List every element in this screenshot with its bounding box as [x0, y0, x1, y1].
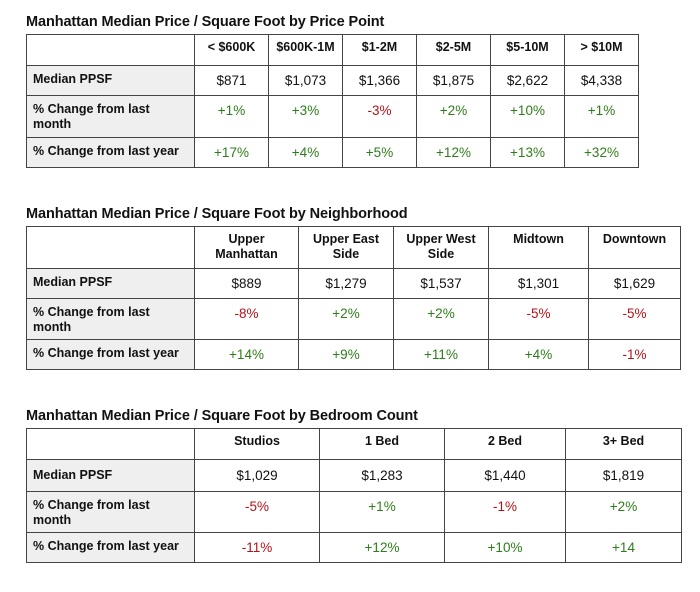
column-header: 1 Bed [319, 428, 445, 460]
table-cell: +32% [564, 137, 639, 168]
column-header: Upper West Side [393, 226, 489, 269]
table-cell: +1% [194, 95, 269, 138]
table-cell: +4% [268, 137, 343, 168]
table-cell: $1,366 [342, 65, 417, 96]
table-row: % Change from last month -8% +2% +2% -5%… [26, 298, 681, 340]
table-cell: +5% [342, 137, 417, 168]
column-header: 2 Bed [444, 428, 566, 460]
table-cell: $1,301 [488, 268, 589, 299]
column-header: Upper Manhattan [194, 226, 299, 269]
table-row: Median PPSF $871 $1,073 $1,366 $1,875 $2… [26, 65, 639, 96]
section-title: Manhattan Median Price / Square Foot by … [26, 408, 418, 424]
row-label: % Change from last year [26, 339, 195, 370]
table-cell: -1% [588, 339, 681, 370]
table-row: Median PPSF $889 $1,279 $1,537 $1,301 $1… [26, 268, 681, 299]
section-title: Manhattan Median Price / Square Foot by … [26, 206, 408, 222]
row-label: % Change from last year [26, 137, 195, 168]
table-cell: +10% [490, 95, 565, 138]
table-cell: +9% [298, 339, 394, 370]
table-cell: $2,622 [490, 65, 565, 96]
table-cell: -5% [488, 298, 589, 340]
table-cell: +2% [298, 298, 394, 340]
row-label: % Change from last year [26, 532, 195, 563]
table-row: Median PPSF $1,029 $1,283 $1,440 $1,819 [26, 459, 682, 492]
table-cell: -8% [194, 298, 299, 340]
table-cell: +3% [268, 95, 343, 138]
table-cell: $1,440 [444, 459, 566, 492]
table-cell: +2% [565, 491, 682, 533]
table-cell: $1,279 [298, 268, 394, 299]
table-cell: +1% [564, 95, 639, 138]
row-label: Median PPSF [26, 459, 195, 492]
table-cell: +2% [393, 298, 489, 340]
table-cell: $871 [194, 65, 269, 96]
table-cell: $1,875 [416, 65, 491, 96]
table-cell: $1,629 [588, 268, 681, 299]
table-header-row: Studios 1 Bed 2 Bed 3+ Bed [26, 428, 682, 460]
table-cell: $1,537 [393, 268, 489, 299]
table-row: % Change from last month -5% +1% -1% +2% [26, 491, 682, 533]
table-header-row: < $600K $600K-1M $1-2M $2-5M $5-10M > $1… [26, 34, 639, 66]
table-cell: $889 [194, 268, 299, 299]
price-point-table: < $600K $600K-1M $1-2M $2-5M $5-10M > $1… [26, 34, 639, 168]
section-title: Manhattan Median Price / Square Foot by … [26, 14, 385, 30]
table-cell: $1,283 [319, 459, 445, 492]
table-cell: -11% [194, 532, 320, 563]
table-cell: $4,338 [564, 65, 639, 96]
row-label: Median PPSF [26, 65, 195, 96]
column-header: Midtown [488, 226, 589, 269]
row-label: % Change from last month [26, 95, 195, 138]
table-cell: -5% [194, 491, 320, 533]
table-cell: -1% [444, 491, 566, 533]
table-cell: +17% [194, 137, 269, 168]
header-corner-cell [26, 428, 195, 460]
table-header-row: Upper Manhattan Upper East Side Upper We… [26, 226, 681, 269]
table-cell: +4% [488, 339, 589, 370]
table-cell: $1,029 [194, 459, 320, 492]
column-header: Downtown [588, 226, 681, 269]
table-row: % Change from last year -11% +12% +10% +… [26, 532, 682, 563]
table-cell: +12% [416, 137, 491, 168]
table-cell: +1% [319, 491, 445, 533]
column-header: Upper East Side [298, 226, 394, 269]
table-row: % Change from last year +14% +9% +11% +4… [26, 339, 681, 370]
column-header: $5-10M [490, 34, 565, 66]
header-corner-cell [26, 34, 195, 66]
header-corner-cell [26, 226, 195, 269]
table-cell: $1,819 [565, 459, 682, 492]
column-header: < $600K [194, 34, 269, 66]
row-label: Median PPSF [26, 268, 195, 299]
column-header: $2-5M [416, 34, 491, 66]
table-cell: +14 [565, 532, 682, 563]
column-header: Studios [194, 428, 320, 460]
table-cell: +12% [319, 532, 445, 563]
table-cell: +14% [194, 339, 299, 370]
column-header: $1-2M [342, 34, 417, 66]
table-cell: +2% [416, 95, 491, 138]
row-label: % Change from last month [26, 491, 195, 533]
table-cell: $1,073 [268, 65, 343, 96]
table-cell: +13% [490, 137, 565, 168]
table-cell: -3% [342, 95, 417, 138]
table-row: % Change from last month +1% +3% -3% +2%… [26, 95, 639, 138]
table-cell: +10% [444, 532, 566, 563]
table-cell: +11% [393, 339, 489, 370]
table-cell: -5% [588, 298, 681, 340]
column-header: 3+ Bed [565, 428, 682, 460]
bedroom-count-table: Studios 1 Bed 2 Bed 3+ Bed Median PPSF $… [26, 428, 682, 563]
table-row: % Change from last year +17% +4% +5% +12… [26, 137, 639, 168]
row-label: % Change from last month [26, 298, 195, 340]
column-header: $600K-1M [268, 34, 343, 66]
neighborhood-table: Upper Manhattan Upper East Side Upper We… [26, 226, 681, 370]
column-header: > $10M [564, 34, 639, 66]
